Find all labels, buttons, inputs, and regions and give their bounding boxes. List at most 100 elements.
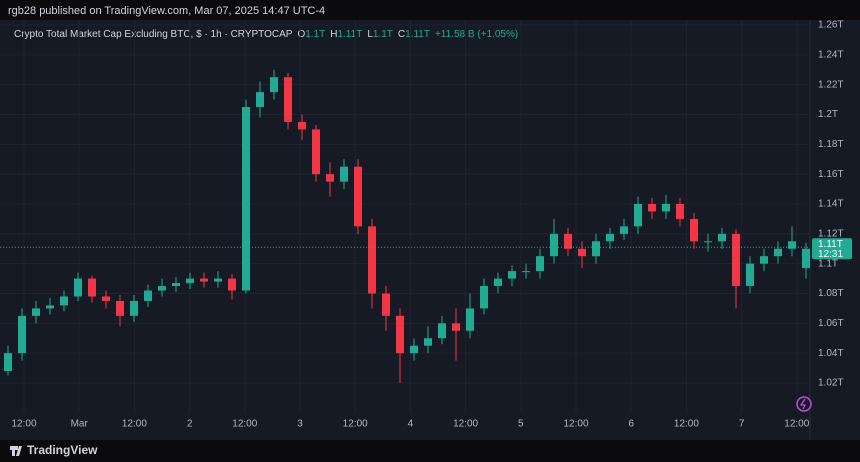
header-text: rgb28 published on TradingView.com, Mar …: [8, 5, 325, 17]
y-tick-label: 1.18T: [818, 139, 844, 150]
candle-body: [214, 278, 222, 282]
countdown-label: 12:31: [818, 249, 843, 260]
legend-item: O: [297, 29, 305, 40]
legend-item: 1.11T: [405, 29, 430, 40]
x-tick-label: 12:00: [343, 419, 368, 430]
candle-body: [704, 241, 712, 243]
candle-body: [466, 308, 474, 331]
alert-bolt: [799, 398, 807, 410]
candle-body: [606, 233, 614, 242]
candle-body: [144, 290, 152, 301]
alert-icon[interactable]: [796, 396, 812, 412]
candle-body: [382, 293, 390, 316]
x-tick-label: 12:00: [232, 419, 257, 430]
candle-body: [620, 226, 628, 234]
plot: 1.02T 1.04T 1.06T 1.08T 1.1T 1.12T 1.14T 1.16T 1…: [0, 20, 852, 440]
x-tick-label: 6: [628, 419, 634, 430]
candle-body: [396, 315, 404, 354]
candle-body: [326, 174, 334, 182]
x-tick-label: Mar: [71, 419, 89, 430]
candle-body: [186, 278, 194, 284]
x-tick-label: 12:00: [563, 419, 588, 430]
candle-body: [662, 204, 670, 212]
y-tick-label: 1.24T: [818, 49, 844, 60]
x-tick-label: 7: [739, 419, 745, 430]
y-tick-label: 1.16T: [818, 169, 844, 180]
x-tick-label: 12:00: [11, 419, 36, 430]
y-tick-label: 1.22T: [818, 79, 844, 90]
candle-body: [634, 204, 642, 227]
candle-body: [368, 226, 376, 294]
candle-body: [438, 323, 446, 339]
chart-area: [0, 20, 860, 440]
candle-body: [494, 278, 502, 287]
x-tick-label: 3: [297, 419, 303, 430]
candle-body: [746, 263, 754, 287]
candle-body: [732, 233, 740, 287]
x-tick-label: 12:00: [674, 419, 699, 430]
candle-body: [480, 286, 488, 309]
legend-item: Crypto Total Market Cap Excluding BTC, $…: [14, 29, 293, 40]
legend-item: H: [330, 29, 337, 40]
candle-body: [802, 248, 810, 269]
candle-body: [718, 233, 726, 242]
candle-body: [18, 315, 26, 354]
candle-body: [690, 218, 698, 242]
legend-item: 1.1T: [305, 29, 325, 40]
candle-body: [228, 278, 236, 291]
candle-body: [102, 296, 110, 301]
candle-body: [60, 296, 68, 306]
candle-body: [242, 107, 250, 291]
legend-item: L: [367, 29, 373, 40]
legend-item: C: [398, 29, 405, 40]
legend-item: 1.1T: [373, 29, 393, 40]
y-tick-label: 1.12T: [818, 228, 844, 239]
candle-body: [172, 283, 180, 287]
candle-body: [32, 308, 40, 316]
candle-body: [158, 286, 166, 291]
brand-logo: [10, 446, 22, 456]
candle-body: [788, 241, 796, 249]
last-price-box: [812, 238, 852, 260]
candle-body: [298, 121, 306, 130]
x-tick-label: 4: [408, 419, 414, 430]
candle-body: [536, 256, 544, 272]
x-tick-label: 12:00: [453, 419, 478, 430]
candle-body: [340, 166, 348, 182]
candle-body: [74, 278, 82, 297]
candle-body: [676, 204, 684, 219]
candle-body: [564, 233, 572, 249]
candle-body: [270, 77, 278, 93]
legend: Crypto Total Market Cap Excluding BTC, $…: [14, 29, 518, 40]
candle-body: [760, 256, 768, 264]
y-tick-label: 1.04T: [818, 348, 844, 359]
candle-body: [284, 77, 292, 122]
last-price-label: 1.11T: [818, 239, 843, 250]
candle-body: [648, 204, 656, 212]
y-tick-label: 1.1T: [818, 258, 838, 269]
legend-line: Crypto Total Market Cap Excluding BTC, $…: [14, 29, 518, 40]
candle-body: [200, 278, 208, 282]
candle-body: [312, 129, 320, 175]
legend-item: +11.58 B (+1.05%): [435, 29, 518, 40]
legend-item: 1.11T: [337, 29, 362, 40]
x-tick-label: 2: [187, 419, 193, 430]
x-tick-label: 12:00: [122, 419, 147, 430]
candle-body: [116, 300, 124, 316]
candle-body: [508, 271, 516, 279]
y-tick-label: 1.02T: [818, 378, 844, 389]
candle-body: [354, 166, 362, 227]
candle-body: [522, 271, 530, 273]
candle-body: [592, 241, 600, 257]
candle-body: [88, 278, 96, 297]
candle-body: [550, 233, 558, 257]
y-tick-label: 1.06T: [818, 318, 844, 329]
candle-body: [452, 323, 460, 331]
candle-body: [774, 248, 782, 257]
candle-body: [578, 248, 586, 257]
x-tick-label: 12:00: [784, 419, 809, 430]
y-tick-label: 1.14T: [818, 199, 844, 210]
candle-body: [130, 300, 138, 316]
y-tick-label: 1.26T: [818, 20, 844, 31]
